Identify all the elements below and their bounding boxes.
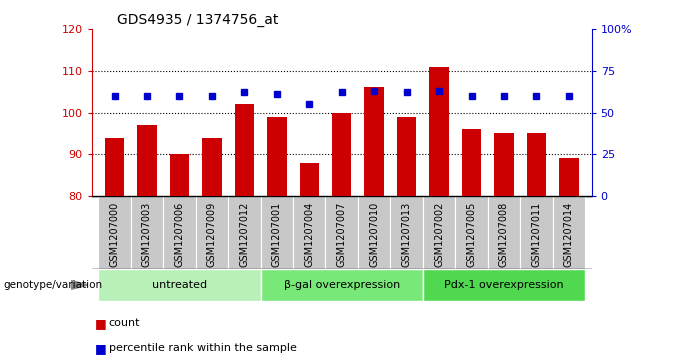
Bar: [99, 269, 260, 301]
Bar: [456, 196, 488, 269]
Bar: [131, 196, 163, 269]
Bar: [293, 196, 326, 269]
Text: untreated: untreated: [152, 280, 207, 290]
Bar: [137, 125, 156, 196]
Polygon shape: [71, 281, 88, 289]
Bar: [299, 163, 319, 196]
Bar: [260, 269, 423, 301]
Text: GSM1207014: GSM1207014: [564, 202, 574, 267]
Text: GSM1207002: GSM1207002: [434, 202, 444, 267]
Text: GSM1207007: GSM1207007: [337, 202, 347, 267]
Bar: [462, 129, 481, 196]
Text: β-gal overexpression: β-gal overexpression: [284, 280, 400, 290]
Bar: [163, 196, 196, 269]
Bar: [553, 196, 585, 269]
Bar: [332, 113, 352, 196]
Bar: [390, 196, 423, 269]
Bar: [228, 196, 260, 269]
Bar: [358, 196, 390, 269]
Text: GSM1207009: GSM1207009: [207, 202, 217, 267]
Bar: [235, 104, 254, 196]
Text: GSM1207000: GSM1207000: [109, 202, 120, 267]
Bar: [105, 138, 124, 196]
Bar: [170, 154, 189, 196]
Bar: [423, 269, 585, 301]
Bar: [397, 117, 416, 196]
Text: genotype/variation: genotype/variation: [3, 280, 103, 290]
Bar: [494, 133, 513, 196]
Bar: [423, 196, 456, 269]
Text: GSM1207013: GSM1207013: [402, 202, 411, 267]
Bar: [364, 87, 384, 196]
Bar: [527, 133, 546, 196]
Text: GSM1207010: GSM1207010: [369, 202, 379, 267]
Text: ■: ■: [95, 317, 107, 330]
Bar: [99, 196, 131, 269]
Text: count: count: [109, 318, 140, 328]
Bar: [326, 196, 358, 269]
Text: GSM1207006: GSM1207006: [175, 202, 184, 267]
Text: Pdx-1 overexpression: Pdx-1 overexpression: [444, 280, 564, 290]
Text: GSM1207012: GSM1207012: [239, 202, 250, 267]
Bar: [488, 196, 520, 269]
Text: GSM1207008: GSM1207008: [499, 202, 509, 267]
Text: GSM1207003: GSM1207003: [142, 202, 152, 267]
Bar: [429, 66, 449, 196]
Text: GSM1207004: GSM1207004: [304, 202, 314, 267]
Text: GSM1207011: GSM1207011: [532, 202, 541, 267]
Bar: [202, 138, 222, 196]
Text: GSM1207005: GSM1207005: [466, 202, 477, 267]
Bar: [260, 196, 293, 269]
Text: percentile rank within the sample: percentile rank within the sample: [109, 343, 296, 354]
Text: ■: ■: [95, 342, 107, 355]
Bar: [196, 196, 228, 269]
Bar: [559, 158, 579, 196]
Text: GSM1207001: GSM1207001: [272, 202, 282, 267]
Text: GDS4935 / 1374756_at: GDS4935 / 1374756_at: [117, 13, 278, 26]
Bar: [267, 117, 286, 196]
Bar: [520, 196, 553, 269]
